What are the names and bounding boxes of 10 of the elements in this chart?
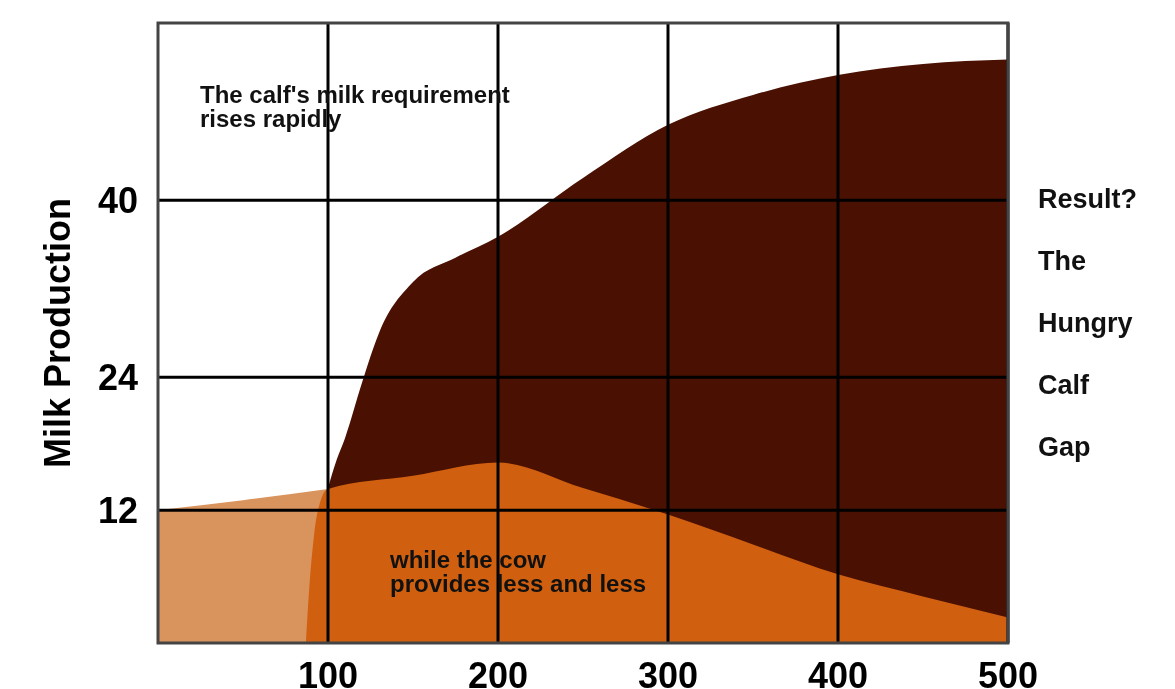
x-tick-label: 200	[467, 655, 529, 689]
text: Result? The Hungry Calf Gap	[1038, 184, 1138, 462]
x-tick-label: 100	[297, 655, 359, 689]
y-tick-label: 40	[97, 180, 138, 222]
x-tick-label: 300	[637, 655, 699, 689]
x-tick-label: 500	[977, 655, 1039, 689]
y-tick-label: 24	[97, 357, 138, 399]
y-axis-title: Milk Production	[37, 198, 78, 468]
x-tick-label: 400	[807, 655, 869, 689]
y-tick-label: 12	[97, 490, 138, 532]
